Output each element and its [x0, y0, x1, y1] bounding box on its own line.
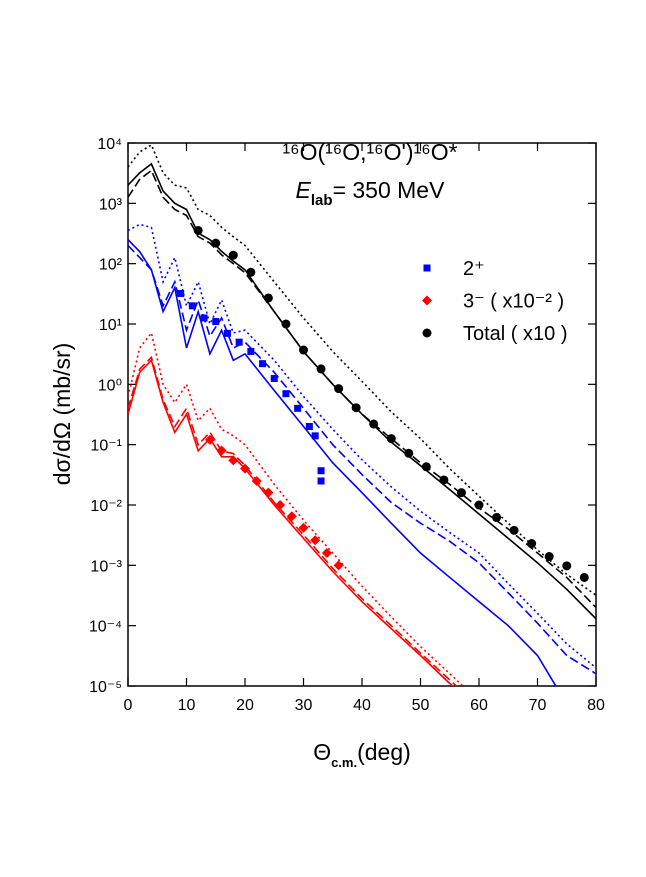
data-point: [299, 345, 308, 355]
y-tick-label: 10⁻⁴: [89, 619, 122, 636]
data-point: [240, 463, 250, 474]
data-point: [212, 318, 220, 326]
x-tick-label: 10: [178, 697, 196, 714]
chart-subtitle: Elab= 350 MeV: [296, 177, 446, 209]
data-point: [333, 560, 344, 571]
data-point: [439, 475, 449, 485]
data-point: [246, 267, 256, 277]
theory-line: [128, 331, 465, 686]
data-point: [317, 477, 325, 485]
data-point: [263, 293, 273, 303]
data-point: [474, 500, 484, 510]
data-point: [259, 360, 267, 368]
x-label-text: (deg): [357, 739, 411, 765]
y-tick-label: 10²: [99, 257, 123, 274]
data-point: [369, 419, 379, 429]
legend-marker: [423, 264, 431, 272]
data-point: [188, 302, 196, 310]
legend-marker: [422, 295, 432, 306]
y-tick-label: 10³: [99, 196, 123, 213]
data-point: [177, 290, 185, 298]
data-point: [228, 250, 238, 260]
subtitle-subscript: lab: [311, 192, 333, 209]
theory-line: [128, 238, 557, 686]
data-point: [544, 552, 554, 562]
data-point: [216, 445, 227, 456]
data-point: [316, 364, 326, 374]
y-tick-label: 10⁰: [98, 377, 122, 394]
data-point: [247, 348, 255, 356]
data-point: [235, 338, 243, 346]
data-point: [317, 467, 325, 475]
x-tick-label: 50: [412, 697, 430, 714]
data-point: [223, 329, 231, 337]
data-point: [294, 404, 302, 412]
legend-label: 2⁺: [463, 258, 485, 280]
data-point: [404, 448, 414, 458]
y-axis-label: dσ/dΩ (mb/sr): [49, 343, 75, 486]
y-tick-label: 10⁻¹: [90, 438, 122, 455]
y-tick-label: 10⁻²: [90, 498, 122, 515]
theory-line: [128, 244, 596, 675]
subtitle-text: = 350 MeV: [333, 177, 446, 203]
legend-marker: [422, 328, 432, 338]
data-point: [263, 487, 274, 498]
data-point: [311, 432, 319, 440]
data-point: [579, 572, 589, 582]
data-point: [204, 434, 215, 445]
data-point: [310, 535, 321, 546]
data-point: [298, 522, 309, 533]
data-point: [321, 548, 332, 559]
data-point: [200, 314, 208, 322]
y-tick-label: 10¹: [99, 317, 122, 334]
data-point: [351, 403, 361, 413]
x-tick-label: 60: [470, 697, 488, 714]
data-point: [282, 390, 290, 398]
data-point: [193, 225, 203, 235]
y-tick-label: 10⁻⁵: [89, 679, 122, 696]
data-point: [275, 500, 286, 510]
theory-line: [128, 355, 458, 686]
y-tick-label: 10⁴: [97, 136, 122, 153]
data-point: [286, 511, 297, 522]
subtitle-symbol: E: [296, 177, 312, 203]
data-point: [228, 455, 239, 466]
data-point: [305, 423, 313, 431]
data-point: [270, 374, 278, 382]
x-label-subscript: c.m.: [331, 755, 357, 770]
data-point: [211, 238, 221, 248]
theory-line: [128, 223, 596, 669]
legend-label: Total ( x10 ): [463, 323, 567, 345]
legend-label: 3⁻ ( x10⁻² ): [463, 291, 564, 313]
x-tick-label: 70: [529, 697, 547, 714]
x-tick-label: 40: [353, 697, 371, 714]
data-point: [421, 462, 431, 472]
x-tick-label: 20: [236, 697, 254, 714]
data-point: [527, 539, 537, 549]
x-tick-label: 80: [587, 697, 605, 714]
theory-line: [128, 169, 596, 609]
data-point: [334, 384, 344, 394]
data-point: [251, 475, 262, 486]
x-tick-label: 30: [295, 697, 313, 714]
x-label-symbol: Θ: [313, 739, 331, 765]
x-axis-label: Θc.m.(deg): [313, 739, 411, 770]
data-point: [281, 319, 291, 329]
data-point: [492, 513, 502, 523]
data-point: [509, 525, 519, 535]
data-point: [386, 434, 396, 444]
y-tick-label: 10⁻³: [90, 558, 122, 575]
data-point: [562, 561, 572, 571]
theory-line: [128, 143, 596, 596]
plot-area: [128, 143, 596, 686]
data-point: [456, 488, 466, 498]
x-tick-label: 0: [124, 697, 133, 714]
